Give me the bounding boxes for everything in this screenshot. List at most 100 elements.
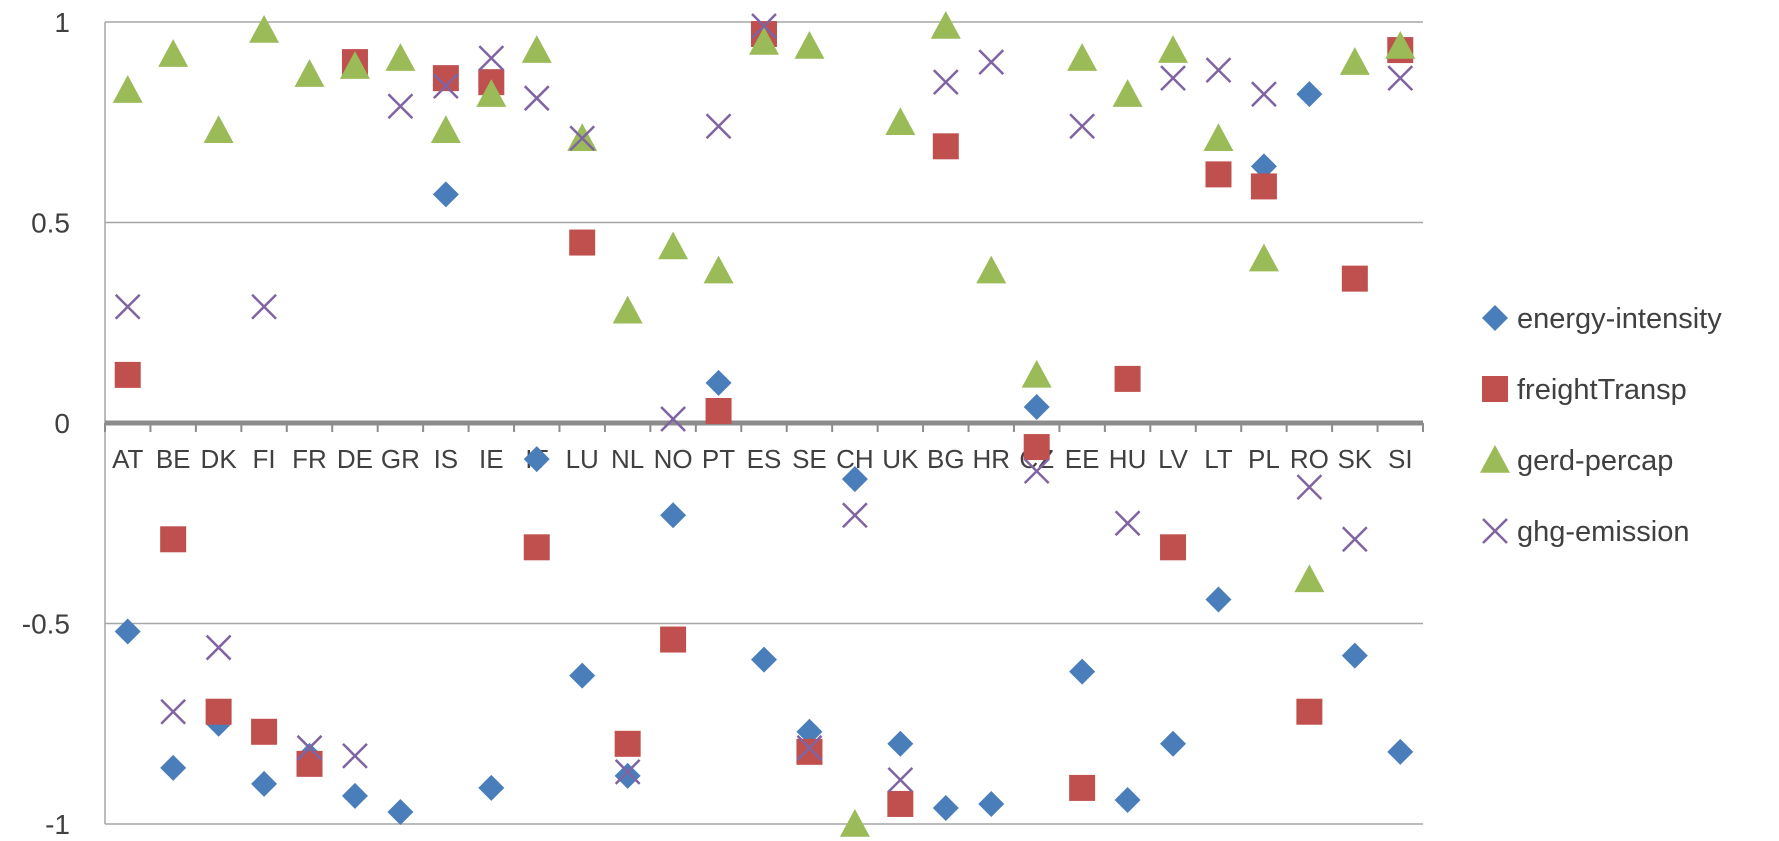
data-point-freightTransp [160, 526, 187, 553]
data-point-energy-intensity [160, 754, 187, 781]
data-point-energy-intensity [1387, 738, 1414, 765]
data-point-energy-intensity [1205, 586, 1232, 613]
data-point-ghg-emission [705, 113, 732, 140]
data-point-freightTransp [1205, 161, 1232, 188]
data-point-ghg-emission [478, 45, 505, 71]
legend-label: gerd-percap [1517, 445, 1673, 477]
data-point-gerd-percap [203, 115, 234, 144]
data-point-energy-intensity [1296, 81, 1323, 108]
data-point-gerd-percap [430, 115, 461, 144]
x-category-label: SI [1388, 444, 1413, 474]
data-point-freightTransp [569, 229, 596, 256]
data-point-ghg-emission [1023, 458, 1050, 485]
data-point-gerd-percap [658, 231, 689, 260]
data-point-ghg-emission [387, 93, 414, 120]
data-point-freightTransp [1296, 698, 1323, 725]
data-point-ghg-emission [114, 293, 141, 320]
data-point-gerd-percap [112, 75, 143, 103]
data-point-energy-intensity [1250, 153, 1277, 180]
data-point-gerd-percap [339, 51, 370, 79]
legend-marker [1482, 518, 1508, 544]
x-category-label: GR [381, 444, 420, 474]
data-point-gerd-percap [839, 809, 870, 837]
data-point-energy-intensity [887, 730, 914, 757]
x-category-label: BG [927, 444, 965, 474]
x-axis [104, 22, 1424, 824]
data-point-gerd-percap [249, 15, 280, 43]
x-category-label: DE [337, 444, 373, 474]
x-category-label: IS [434, 444, 459, 474]
y-axis-tick-labels: -1 -0.5 0 0.5 1 [22, 7, 70, 840]
y-tick-label: 0 [54, 408, 70, 439]
x-axis-category-labels: ATBEDKFIFRDEGRISIEITLUNLNOPTESSECHUKBGHR… [112, 444, 1412, 474]
legend-item: gerd-percap [1480, 445, 1673, 477]
x-category-label: FI [253, 444, 276, 474]
data-point-ghg-emission [523, 85, 550, 112]
data-point-gerd-percap [1067, 43, 1098, 71]
data-point-ghg-emission [1296, 474, 1323, 501]
data-point-gerd-percap [294, 59, 325, 87]
x-category-label: UK [882, 444, 919, 474]
data-point-energy-intensity [660, 502, 687, 529]
x-category-label: LT [1204, 444, 1233, 474]
x-category-label: RO [1290, 444, 1329, 474]
x-category-label: FR [292, 444, 327, 474]
x-category-label: PL [1248, 444, 1280, 474]
data-point-gerd-percap [1158, 35, 1189, 63]
data-point-gerd-percap [749, 27, 779, 55]
data-point-freightTransp [114, 361, 141, 388]
series-freightTransp [114, 21, 1414, 817]
data-point-gerd-percap [703, 255, 734, 284]
data-point-freightTransp [614, 730, 641, 757]
data-point-ghg-emission [1160, 65, 1186, 92]
x-category-label: HU [1109, 444, 1147, 474]
data-point-gerd-percap [1021, 359, 1052, 388]
x-category-label: NO [654, 444, 693, 474]
legend-label: freightTransp [1517, 374, 1687, 406]
data-point-energy-intensity [478, 774, 505, 801]
data-point-freightTransp [523, 534, 550, 561]
x-category-label: SK [1337, 444, 1372, 474]
data-point-freightTransp [932, 133, 959, 160]
data-point-energy-intensity [341, 782, 368, 809]
legend-label: ghg-emission [1517, 516, 1689, 548]
x-category-label: AT [112, 444, 143, 474]
data-point-ghg-emission [432, 73, 459, 100]
data-point-ghg-emission [251, 293, 277, 320]
y-tick-label: 0.5 [31, 208, 70, 239]
series-ghg-emission [114, 13, 1414, 793]
data-point-gerd-percap [794, 31, 825, 59]
data-point-gerd-percap [1112, 79, 1143, 107]
data-point-ghg-emission [1069, 113, 1096, 140]
data-point-ghg-emission [342, 742, 368, 769]
data-point-freightTransp [1160, 534, 1187, 561]
x-category-label: DK [201, 444, 238, 474]
data-point-freightTransp [296, 750, 323, 777]
data-point-ghg-emission [205, 634, 232, 661]
legend: energy-intensity freightTransp gerd-percap… [1480, 303, 1722, 548]
data-point-freightTransp [660, 626, 687, 653]
data-point-energy-intensity [432, 181, 459, 208]
data-point-freightTransp [1250, 173, 1277, 200]
data-point-freightTransp [1023, 434, 1050, 461]
data-point-ghg-emission [751, 13, 777, 39]
y-tick-label: -0.5 [22, 609, 70, 640]
data-point-gerd-percap [1294, 564, 1325, 593]
data-point-ghg-emission [614, 758, 641, 785]
data-point-ghg-emission [1114, 510, 1141, 537]
data-point-ghg-emission [660, 406, 686, 432]
data-point-gerd-percap [1339, 47, 1370, 75]
data-point-energy-intensity [114, 618, 141, 645]
data-point-gerd-percap [158, 39, 189, 67]
y-tick-label: -1 [45, 809, 70, 840]
x-category-label: HR [972, 444, 1010, 474]
data-point-freightTransp [887, 790, 914, 817]
y-tick-label: 1 [54, 7, 70, 38]
data-point-energy-intensity [387, 798, 414, 825]
data-point-freightTransp [1069, 774, 1096, 801]
data-point-ghg-emission [842, 502, 868, 529]
data-point-freightTransp [796, 738, 823, 765]
x-category-label: BE [156, 444, 191, 474]
data-point-ghg-emission [796, 734, 823, 761]
data-point-gerd-percap [521, 35, 552, 63]
